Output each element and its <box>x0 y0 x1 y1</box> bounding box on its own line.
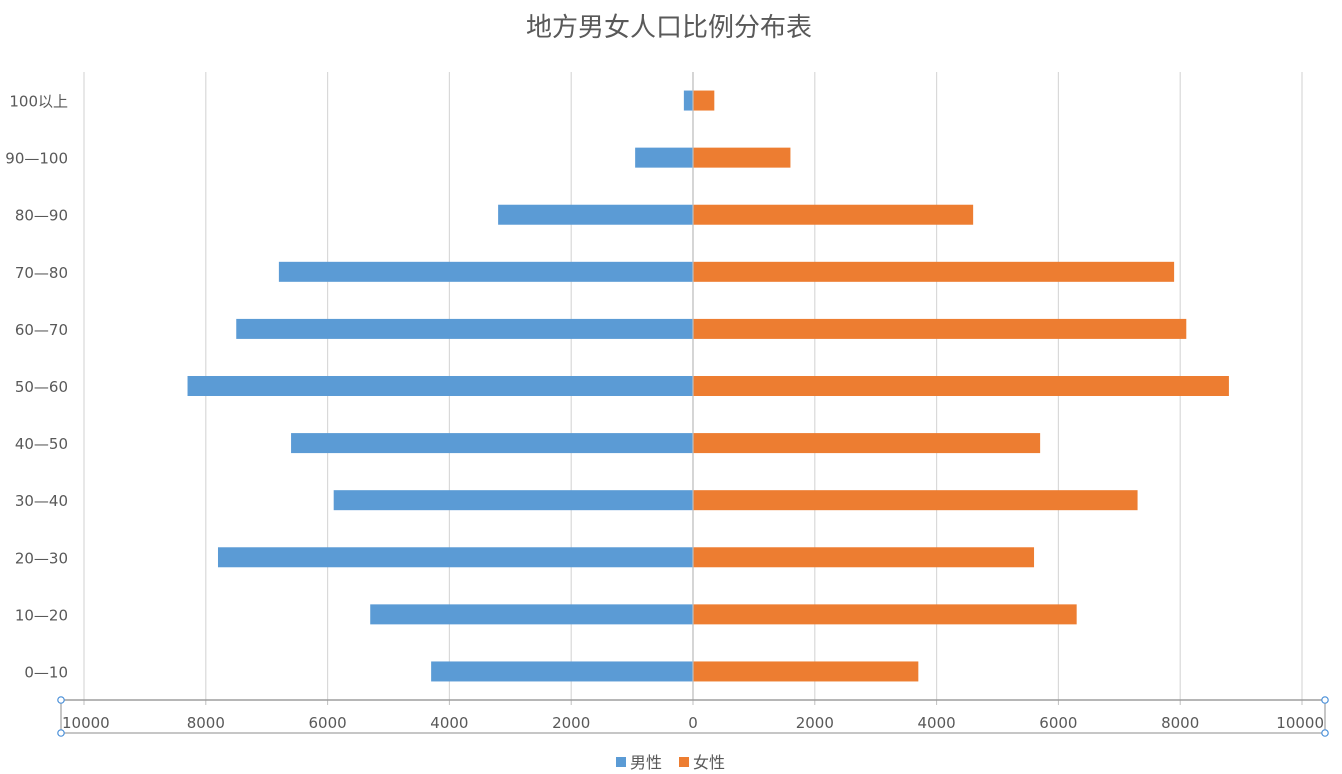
category-label-9: 90—100 <box>5 150 68 168</box>
female-bar-4[interactable] <box>693 433 1041 454</box>
chart-title: 地方男女人口比例分布表 <box>526 13 812 43</box>
male-bar-5[interactable] <box>187 376 693 396</box>
legend-swatch-0 <box>616 757 626 767</box>
category-label-8: 80—90 <box>15 207 68 225</box>
legend-label-0: 男性 <box>630 753 662 772</box>
male-bar-10[interactable] <box>683 90 693 111</box>
female-bar-9[interactable] <box>693 147 791 168</box>
legend-item-1[interactable]: 女性 <box>679 753 725 772</box>
x-tick-label-10: 10000 <box>1276 714 1324 732</box>
x-tick-label-9: 8000 <box>1161 714 1199 732</box>
male-bar-6[interactable] <box>236 318 693 339</box>
x-tick-label-4: 2000 <box>552 714 590 732</box>
male-bar-7[interactable] <box>278 261 693 282</box>
selection-handle-3[interactable] <box>1321 729 1329 737</box>
female-bar-2[interactable] <box>693 547 1035 568</box>
legend-label-1: 女性 <box>693 753 725 772</box>
category-label-4: 40—50 <box>15 435 68 453</box>
x-tick-label-2: 6000 <box>309 714 347 732</box>
x-tick-label-5: 0 <box>688 714 698 732</box>
category-label-5: 50—60 <box>15 378 68 396</box>
category-label-0: 0—10 <box>24 663 68 681</box>
category-label-1: 10—20 <box>15 606 68 624</box>
female-bar-3[interactable] <box>693 490 1138 511</box>
female-bar-7[interactable] <box>693 261 1175 282</box>
axis-selection-box[interactable] <box>60 699 1326 734</box>
female-bar-5[interactable] <box>693 376 1229 396</box>
selection-handle-2[interactable] <box>57 729 65 737</box>
male-bar-8[interactable] <box>498 204 693 225</box>
category-label-7: 70—80 <box>15 264 68 282</box>
female-bar-6[interactable] <box>693 318 1187 339</box>
male-bar-3[interactable] <box>333 490 693 511</box>
category-label-2: 20—30 <box>15 549 68 567</box>
selection-handle-0[interactable] <box>57 696 65 704</box>
bars <box>187 90 1229 682</box>
female-bar-10[interactable] <box>693 90 715 111</box>
male-bar-0[interactable] <box>431 661 693 682</box>
x-tick-label-1: 8000 <box>187 714 225 732</box>
category-label-6: 60—70 <box>15 321 68 339</box>
male-bar-9[interactable] <box>635 147 693 168</box>
x-tick-label-0: 10000 <box>62 714 110 732</box>
legend-swatch-1 <box>679 757 689 767</box>
category-labels: 0—10 10—20 20—30 30—40 40—50 50—60 60—70 70—80 8… <box>5 93 68 682</box>
female-bar-1[interactable] <box>693 604 1077 625</box>
x-tick-label-7: 4000 <box>918 714 956 732</box>
legend-item-0[interactable]: 男性 <box>616 753 662 772</box>
category-label-10: 100以上 <box>9 93 68 111</box>
selection-handle-1[interactable] <box>1321 696 1329 704</box>
x-tick-label-6: 2000 <box>796 714 834 732</box>
x-tick-label-3: 4000 <box>430 714 468 732</box>
male-bar-1[interactable] <box>370 604 693 625</box>
male-bar-2[interactable] <box>217 547 694 568</box>
legend: 男性 女性 <box>616 753 725 772</box>
x-tick-label-8: 6000 <box>1039 714 1077 732</box>
x-axis[interactable]: 10000 8000 6000 4000 2000 0 2000 4000 6000 8000 10… <box>57 696 1329 737</box>
female-bar-8[interactable] <box>693 204 974 225</box>
category-label-3: 30—40 <box>15 492 68 510</box>
female-bar-0[interactable] <box>693 661 919 682</box>
male-bar-4[interactable] <box>291 433 693 454</box>
